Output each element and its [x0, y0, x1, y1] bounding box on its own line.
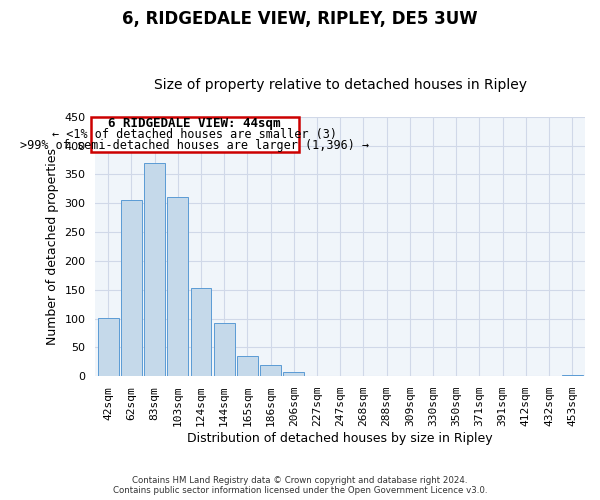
X-axis label: Distribution of detached houses by size in Ripley: Distribution of detached houses by size … [187, 432, 493, 445]
Text: >99% of semi-detached houses are larger (1,396) →: >99% of semi-detached houses are larger … [20, 139, 369, 152]
Bar [214, 323, 235, 376]
Bar [121, 200, 142, 376]
Text: 6, RIDGEDALE VIEW, RIPLEY, DE5 3UW: 6, RIDGEDALE VIEW, RIPLEY, DE5 3UW [122, 10, 478, 28]
Text: Contains HM Land Registry data © Crown copyright and database right 2024.
Contai: Contains HM Land Registry data © Crown c… [113, 476, 487, 495]
Bar [283, 372, 304, 376]
Bar [562, 375, 583, 376]
Bar [260, 366, 281, 376]
Title: Size of property relative to detached houses in Ripley: Size of property relative to detached ho… [154, 78, 527, 92]
Bar [191, 288, 211, 376]
Text: 6 RIDGEDALE VIEW: 44sqm: 6 RIDGEDALE VIEW: 44sqm [108, 116, 281, 130]
Text: ← <1% of detached houses are smaller (3): ← <1% of detached houses are smaller (3) [52, 128, 337, 141]
FancyBboxPatch shape [91, 117, 299, 152]
Y-axis label: Number of detached properties: Number of detached properties [46, 148, 59, 345]
Bar [237, 356, 258, 376]
Bar [144, 163, 165, 376]
Bar [98, 318, 119, 376]
Bar [167, 198, 188, 376]
